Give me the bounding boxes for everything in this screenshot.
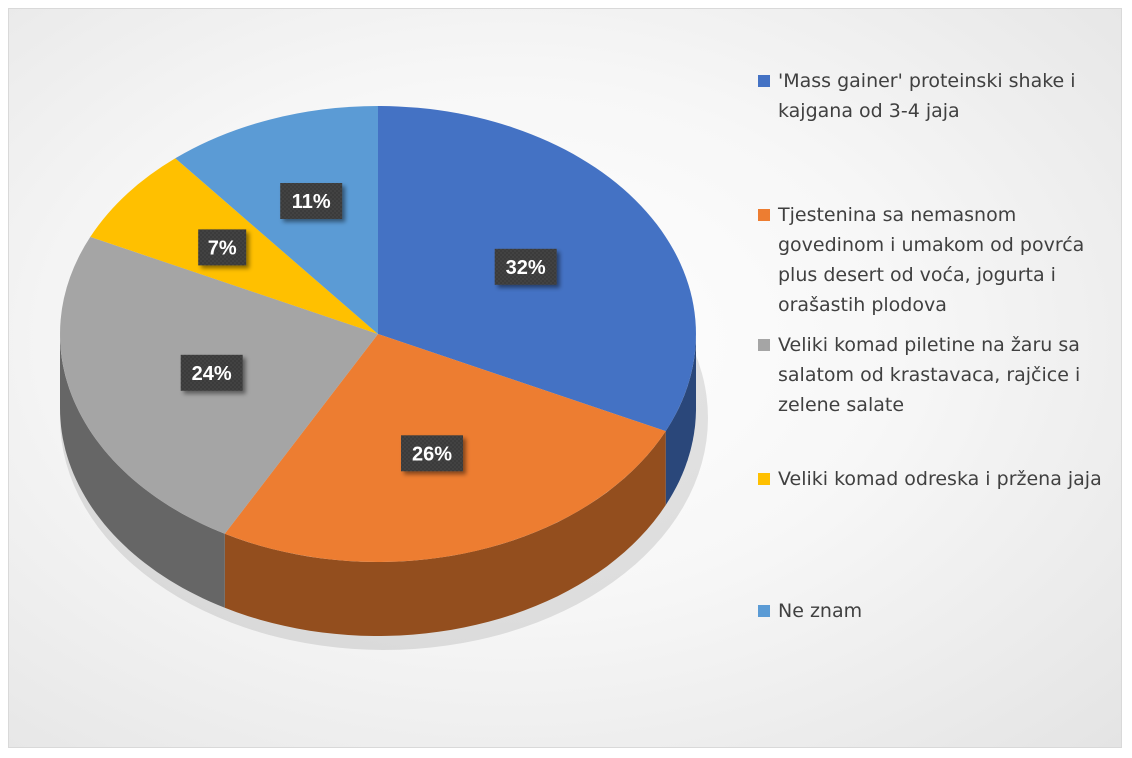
data-label-2: 24%: [180, 354, 243, 391]
data-label-text: 32%: [506, 257, 546, 279]
data-label-3: 7%: [198, 229, 247, 266]
legend-item: Ne znam: [758, 596, 1118, 626]
pie-side-2: [60, 334, 225, 608]
pie-side-0: [665, 334, 696, 506]
data-label-box: [280, 183, 343, 219]
legend-swatch: [758, 339, 770, 351]
legend-label: Ne znam: [778, 600, 863, 622]
legend-label: 'Mass gainer' proteinski shake i kajgana…: [778, 70, 1076, 122]
data-label-1: 26%: [401, 435, 463, 472]
data-label-box: [401, 435, 463, 472]
data-label-box: [198, 229, 247, 266]
legend-item: Veliki komad piletine na žaru sa salatom…: [758, 330, 1118, 420]
data-label-4: 11%: [280, 183, 343, 219]
data-label-box: [494, 248, 557, 285]
legend-swatch: [758, 605, 770, 617]
data-label-text: 11%: [292, 191, 331, 213]
data-label-box: [180, 354, 243, 391]
legend-swatch: [758, 75, 770, 87]
data-label-text: 26%: [412, 443, 452, 465]
legend-label: Tjestenina sa nemasnom govedinom i umako…: [778, 204, 1085, 316]
legend-item: Veliki komad odreska i pržena jaja: [758, 464, 1118, 494]
legend-label: Veliki komad piletine na žaru sa salatom…: [778, 334, 1081, 416]
pie-slice-4: [175, 106, 378, 334]
legend-swatch: [758, 209, 770, 221]
pie-side-1: [224, 431, 666, 636]
legend-item: Tjestenina sa nemasnom govedinom i umako…: [758, 200, 1118, 320]
data-label-text: 24%: [192, 363, 232, 385]
legend-label: Veliki komad odreska i pržena jaja: [778, 468, 1102, 490]
legend-item: 'Mass gainer' proteinski shake i kajgana…: [758, 66, 1118, 126]
data-label-text: 7%: [208, 237, 237, 259]
legend-swatch: [758, 473, 770, 485]
data-label-0: 32%: [494, 248, 557, 285]
